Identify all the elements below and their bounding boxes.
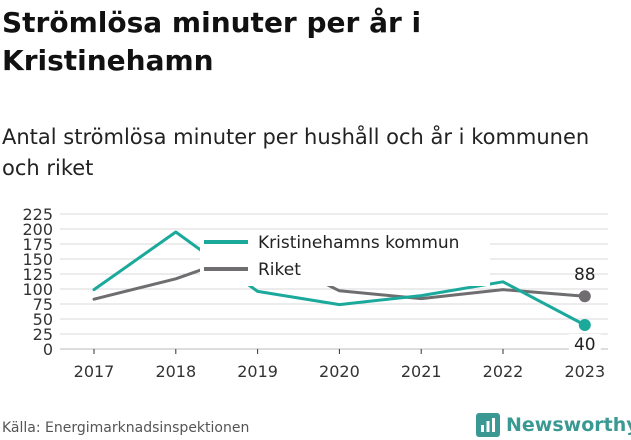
y-tick-label: 75 [33,295,53,314]
y-tick-label: 100 [22,280,53,299]
end-label-kristinehamn: 40 [574,335,596,355]
series-line [92,230,587,327]
y-tick-label: 125 [22,265,53,284]
y-tick-label: 0 [43,340,53,359]
chart-title: Strömlösa minuter per år i Kristinehamn [2,6,422,77]
end-point [578,290,591,303]
series-lines [92,230,591,331]
y-tick-label: 50 [33,310,53,329]
legend-label: Kristinehamns kommun [258,233,459,253]
end-label-riket: 88 [574,265,596,285]
y-tick-label: 225 [22,205,53,224]
x-tick-label: 2022 [483,362,524,381]
y-tick-label: 200 [22,220,53,239]
series-line [92,248,587,301]
newsworthy-logo-icon [476,413,500,437]
x-tick-label: 2019 [237,362,278,381]
legend-box [200,230,490,286]
legend-label: Riket [258,260,301,280]
x-tick-label: 2023 [564,362,605,381]
source-note: Källa: Energimarknadsinspektionen [2,420,250,436]
x-tick-label: 2018 [155,362,196,381]
x-axis-ticks: 2017 2018 2019 2020 2021 2022 2023 [74,349,605,381]
y-tick-label: 150 [22,250,53,269]
end-point [578,319,591,331]
brand-name: Newsworthy [506,414,631,436]
y-tick-label: 175 [22,235,53,254]
legend: Kristinehamns kommun Riket [200,230,490,286]
chart-subtitle: Antal strömlösa minuter per hushåll och … [2,125,590,180]
x-tick-label: 2020 [319,362,360,381]
x-tick-label: 2021 [401,362,442,381]
brand-logo: Newsworthy [476,410,631,440]
x-tick-label: 2017 [74,362,115,381]
y-tick-label: 25 [33,325,53,344]
end-label-bg [568,334,601,354]
end-labels: 88 40 [568,265,601,355]
